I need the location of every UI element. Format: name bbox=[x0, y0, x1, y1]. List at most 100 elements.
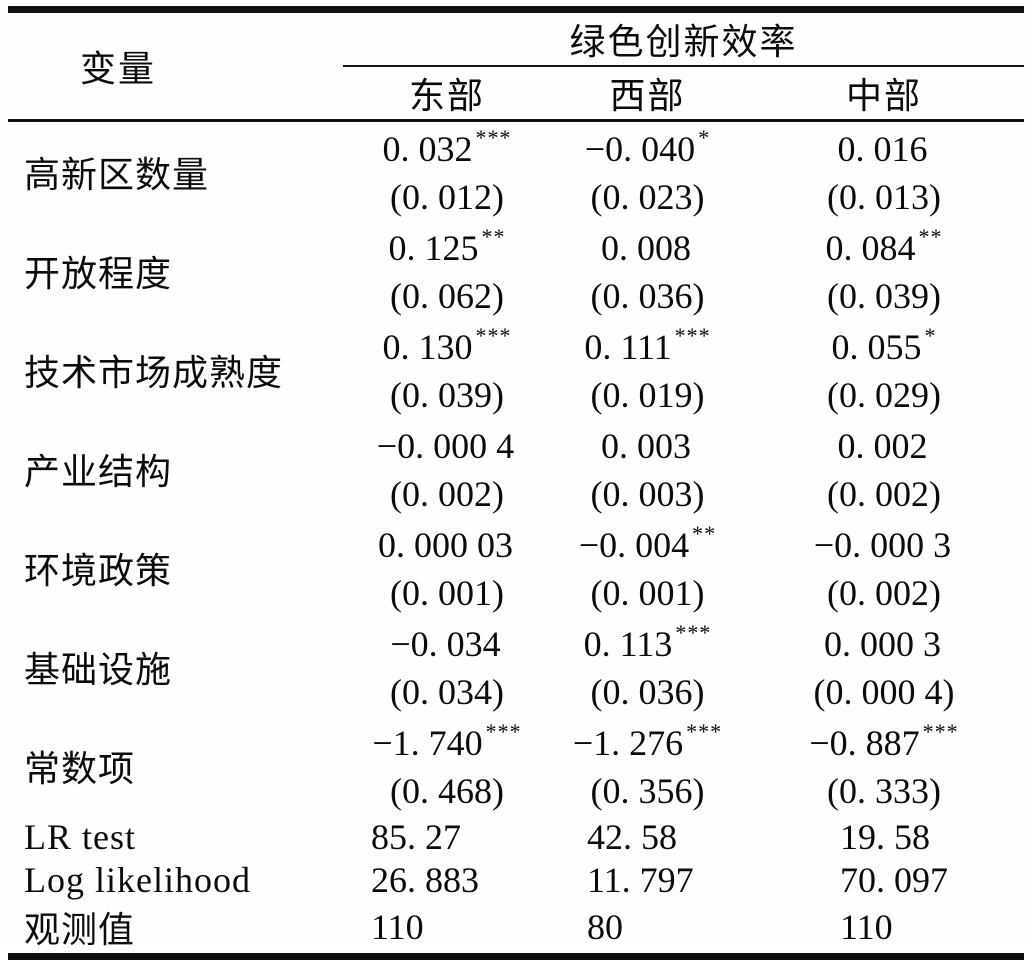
stat-value: 85. 27 bbox=[371, 816, 461, 857]
coef-value: 0. 125 bbox=[388, 227, 479, 268]
se-cell: (0. 013) bbox=[827, 176, 941, 217]
header-variable-label: 变量 bbox=[80, 49, 157, 89]
coef-value: −0. 887 bbox=[809, 722, 920, 763]
coef-cell: −0. 040 * bbox=[551, 121, 744, 173]
table-row: 产业结构 −0. 000 4 0. 003 0. 002 bbox=[8, 419, 1024, 492]
stat-label: 观测值 bbox=[24, 910, 136, 950]
table-row-se: (0. 001) (0. 001) (0. 002) bbox=[8, 568, 1024, 617]
regression-results-table: 变量 绿色创新效率 东部 西部 中部 高新区数量 0. 032 *** −0. 0… bbox=[8, 6, 1025, 960]
coef-value: −0. 000 4 bbox=[376, 425, 515, 466]
stat-value: 42. 58 bbox=[587, 816, 677, 857]
coef-cell: 0. 032 *** bbox=[343, 121, 551, 173]
se-cell: (0. 002) bbox=[390, 473, 504, 514]
se-cell: (0. 062) bbox=[390, 275, 504, 316]
significance-stars: * bbox=[924, 322, 937, 348]
coef-value: 0. 130 bbox=[382, 326, 473, 367]
se-cell: (0. 001) bbox=[390, 572, 504, 613]
table-row: 环境政策 0. 000 03 −0. 004 ** −0. 000 3 bbox=[8, 518, 1024, 591]
coef-value: −0. 000 3 bbox=[813, 524, 952, 565]
row-label: 高新区数量 bbox=[24, 154, 210, 195]
significance-stars: ** bbox=[692, 520, 717, 546]
se-cell: (0. 036) bbox=[590, 275, 705, 316]
row-label: 环境政策 bbox=[24, 550, 173, 591]
se-cell: (0. 000 4) bbox=[813, 671, 955, 712]
coef-cell: 0. 003 bbox=[551, 419, 744, 469]
significance-stars: *** bbox=[922, 718, 959, 744]
coef-cell: 0. 113 *** bbox=[551, 617, 744, 667]
coef-cell: −0. 887 *** bbox=[744, 716, 1024, 766]
coef-cell: 0. 000 03 bbox=[343, 518, 551, 568]
significance-stars: *** bbox=[485, 718, 522, 744]
coef-cell: −0. 000 4 bbox=[343, 419, 551, 469]
significance-stars: *** bbox=[674, 322, 711, 348]
stat-label: LR test bbox=[24, 816, 136, 857]
stat-value: 26. 883 bbox=[371, 859, 479, 900]
stat-value: 80 bbox=[587, 907, 623, 947]
table-row: 基础设施 −0. 034 0. 113 *** 0. 000 3 bbox=[8, 617, 1024, 690]
coef-cell: −0. 034 bbox=[343, 617, 551, 667]
column-header-east: 东部 bbox=[408, 76, 485, 116]
se-cell: (0. 039) bbox=[390, 374, 504, 415]
coef-value: −1. 740 bbox=[372, 722, 483, 763]
se-cell: (0. 356) bbox=[590, 770, 705, 811]
row-label: 产业结构 bbox=[24, 451, 173, 492]
table-row: 技术市场成熟度 0. 130 *** 0. 111 *** 0. 055 * bbox=[8, 320, 1024, 393]
significance-stars: * bbox=[698, 124, 711, 150]
table-row-se: (0. 468) (0. 356) (0. 333) bbox=[8, 766, 1024, 815]
se-cell: (0. 001) bbox=[590, 572, 705, 613]
coef-cell: 0. 000 3 bbox=[744, 617, 1024, 667]
se-cell: (0. 002) bbox=[827, 572, 941, 613]
coef-value: 0. 111 bbox=[584, 326, 672, 367]
coef-value: −0. 034 bbox=[390, 623, 501, 664]
coef-value: 0. 055 bbox=[831, 326, 922, 367]
significance-stars: *** bbox=[475, 322, 512, 348]
row-label: 常数项 bbox=[24, 748, 136, 789]
stat-value: 110 bbox=[371, 907, 424, 947]
table-row-se: (0. 002) (0. 003) (0. 002) bbox=[8, 469, 1024, 518]
row-label: 技术市场成熟度 bbox=[24, 352, 284, 393]
coef-value: 0. 016 bbox=[837, 128, 928, 169]
table-row: 开放程度 0. 125 ** 0. 008 0. 084 ** bbox=[8, 221, 1024, 294]
coef-value: 0. 008 bbox=[601, 227, 691, 268]
stat-row-observations: 观测值 110 80 110 bbox=[8, 901, 1024, 957]
coef-cell: −0. 004 ** bbox=[551, 518, 744, 568]
coef-value: 0. 002 bbox=[837, 425, 928, 466]
se-cell: (0. 023) bbox=[590, 176, 705, 217]
column-header-west: 西部 bbox=[609, 76, 686, 116]
column-header-central: 中部 bbox=[846, 76, 923, 116]
coef-value: 0. 003 bbox=[601, 425, 691, 466]
stat-value: 110 bbox=[840, 907, 893, 947]
coef-value: 0. 084 bbox=[825, 227, 916, 268]
se-cell: (0. 034) bbox=[390, 671, 504, 712]
se-cell: (0. 468) bbox=[390, 770, 504, 811]
coef-cell: 0. 002 bbox=[744, 419, 1024, 469]
se-cell: (0. 002) bbox=[827, 473, 941, 514]
stat-row-lr-test: LR test 85. 27 42. 58 19. 58 bbox=[8, 815, 1024, 858]
coef-value: 0. 113 bbox=[583, 623, 673, 664]
se-cell: (0. 333) bbox=[827, 770, 941, 811]
significance-stars: *** bbox=[675, 619, 712, 645]
stat-row-log-likelihood: Log likelihood 26. 883 11. 797 70. 097 bbox=[8, 858, 1024, 901]
se-cell: (0. 036) bbox=[590, 671, 705, 712]
table-header: 变量 绿色创新效率 东部 西部 中部 bbox=[8, 9, 1025, 121]
table-row-se: (0. 039) (0. 019) (0. 029) bbox=[8, 370, 1024, 419]
header-spanner-label: 绿色创新效率 bbox=[343, 9, 1025, 67]
significance-stars: *** bbox=[686, 718, 723, 744]
se-cell: (0. 029) bbox=[827, 374, 941, 415]
table-row: 常数项 −1. 740 *** −1. 276 *** −0. 887 *** bbox=[8, 716, 1024, 789]
significance-stars: ** bbox=[918, 223, 943, 249]
stat-value: 11. 797 bbox=[587, 859, 694, 900]
stat-value: 70. 097 bbox=[840, 859, 948, 900]
se-cell: (0. 012) bbox=[390, 176, 504, 217]
se-cell: (0. 003) bbox=[590, 473, 705, 514]
row-label: 基础设施 bbox=[24, 649, 173, 690]
coef-value: 0. 000 03 bbox=[378, 524, 513, 565]
significance-stars: *** bbox=[475, 124, 512, 150]
coef-cell: −0. 000 3 bbox=[744, 518, 1024, 568]
coef-cell: 0. 055 * bbox=[744, 320, 1024, 370]
coef-cell: −1. 740 *** bbox=[343, 716, 551, 766]
coef-cell: 0. 008 bbox=[551, 221, 744, 271]
table-row: 高新区数量 0. 032 *** −0. 040 * 0. 016 bbox=[8, 121, 1024, 195]
coef-value: −0. 004 bbox=[578, 524, 690, 565]
